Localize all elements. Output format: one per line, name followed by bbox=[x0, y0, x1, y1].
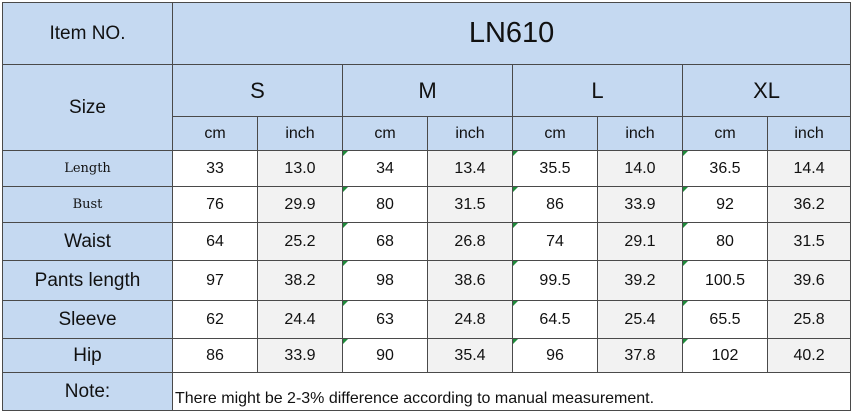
cell-value: 74 bbox=[512, 222, 598, 261]
cell-value: 76 bbox=[172, 186, 258, 223]
cell-value: 62 bbox=[172, 300, 258, 339]
cell-value: 65.5 bbox=[682, 300, 768, 339]
cell-value: 97 bbox=[172, 260, 258, 301]
measurement-row-hip: Hip 86 33.9 90 35.4 96 37.8 102 40.2 bbox=[2, 338, 852, 373]
cell-value: 40.2 bbox=[766, 338, 852, 373]
size-s-header: S bbox=[172, 64, 343, 117]
row-label-bust: Bust bbox=[2, 186, 173, 223]
cell-value: 31.5 bbox=[766, 222, 852, 261]
cell-value: 39.6 bbox=[766, 260, 852, 301]
size-m-header: M bbox=[342, 64, 513, 117]
cell-value: 102 bbox=[682, 338, 768, 373]
cell-value: 29.1 bbox=[597, 222, 683, 261]
model-number: LN610 bbox=[171, 2, 852, 65]
cell-value: 86 bbox=[172, 338, 258, 373]
cell-value: 33.9 bbox=[597, 186, 683, 223]
unit-cm-header: cm bbox=[342, 116, 428, 151]
cell-value: 26.8 bbox=[427, 222, 513, 261]
cell-value: 36.5 bbox=[682, 150, 768, 187]
cell-value: 38.6 bbox=[427, 260, 513, 301]
cell-value: 100.5 bbox=[682, 260, 768, 301]
cell-value: 29.9 bbox=[257, 186, 343, 223]
cell-value: 25.4 bbox=[597, 300, 683, 339]
unit-cm-header: cm bbox=[682, 116, 768, 151]
cell-value: 13.0 bbox=[257, 150, 343, 187]
cell-value: 98 bbox=[342, 260, 428, 301]
cell-value: 24.8 bbox=[427, 300, 513, 339]
cell-value: 64.5 bbox=[512, 300, 598, 339]
cell-value: 34 bbox=[342, 150, 428, 187]
cell-value: 35.4 bbox=[427, 338, 513, 373]
row-label-waist: Waist bbox=[2, 222, 173, 261]
cell-value: 25.2 bbox=[257, 222, 343, 261]
size-label: Size bbox=[2, 64, 173, 151]
cell-value: 35.5 bbox=[512, 150, 598, 187]
unit-inch-header: inch bbox=[257, 116, 343, 151]
size-xl-header: XL bbox=[681, 64, 852, 117]
measurement-row-sleeve: Sleeve 62 24.4 63 24.8 64.5 25.4 65.5 25… bbox=[2, 300, 852, 339]
cell-value: 96 bbox=[512, 338, 598, 373]
cell-value: 80 bbox=[342, 186, 428, 223]
size-l-header: L bbox=[512, 64, 683, 117]
cell-value: 36.2 bbox=[766, 186, 852, 223]
cell-value: 64 bbox=[172, 222, 258, 261]
cell-value: 13.4 bbox=[427, 150, 513, 187]
cell-value: 37.8 bbox=[597, 338, 683, 373]
cell-value: 38.2 bbox=[257, 260, 343, 301]
cell-value: 90 bbox=[342, 338, 428, 373]
cell-value: 14.4 bbox=[766, 150, 852, 187]
measurement-row-bust: Bust 76 29.9 80 31.5 86 33.9 92 36.2 bbox=[2, 186, 852, 223]
measurement-row-length: Length 33 13.0 34 13.4 35.5 14.0 36.5 14… bbox=[2, 150, 852, 187]
note-row: Note: There might be 2-3% difference acc… bbox=[2, 372, 852, 411]
cell-value: 33.9 bbox=[257, 338, 343, 373]
cell-value: 92 bbox=[682, 186, 768, 223]
row-label-hip: Hip bbox=[2, 338, 173, 373]
unit-header-row: cm inch cm inch cm inch cm inch bbox=[3, 116, 852, 151]
cell-value: 25.8 bbox=[766, 300, 852, 339]
cell-value: 99.5 bbox=[512, 260, 598, 301]
unit-cm-header: cm bbox=[512, 116, 598, 151]
cell-value: 31.5 bbox=[427, 186, 513, 223]
row-label-pants-length: Pants length bbox=[2, 260, 173, 301]
cell-value: 14.0 bbox=[597, 150, 683, 187]
cell-value: 33 bbox=[172, 150, 258, 187]
note-label: Note: bbox=[2, 372, 173, 411]
unit-cm-header: cm bbox=[172, 116, 258, 151]
cell-value: 86 bbox=[512, 186, 598, 223]
item-no-label: Item NO. bbox=[2, 2, 173, 65]
unit-inch-header: inch bbox=[766, 116, 852, 151]
unit-inch-header: inch bbox=[597, 116, 683, 151]
unit-inch-header: inch bbox=[427, 116, 513, 151]
measurement-row-waist: Waist 64 25.2 68 26.8 74 29.1 80 31.5 bbox=[2, 222, 852, 261]
note-text: There might be 2-3% difference according… bbox=[171, 372, 852, 411]
cell-value: 39.2 bbox=[597, 260, 683, 301]
measurement-row-pants-length: Pants length 97 38.2 98 38.6 99.5 39.2 1… bbox=[2, 260, 852, 301]
row-label-length: Length bbox=[2, 150, 173, 187]
model-row: Item NO. LN610 bbox=[2, 2, 852, 65]
cell-value: 80 bbox=[682, 222, 768, 261]
cell-value: 68 bbox=[342, 222, 428, 261]
cell-value: 63 bbox=[342, 300, 428, 339]
row-label-sleeve: Sleeve bbox=[2, 300, 173, 339]
size-header-row: Size S M L XL bbox=[2, 64, 852, 151]
cell-value: 24.4 bbox=[257, 300, 343, 339]
